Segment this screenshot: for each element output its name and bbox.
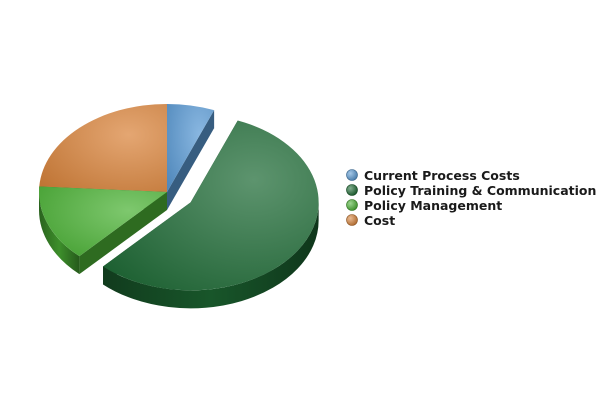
legend-item-policy-management[interactable]: Policy Management [346, 198, 503, 213]
legend-marker-policy-management [346, 199, 358, 211]
legend-label-policy-management: Policy Management [364, 198, 502, 213]
slice-top-current-process-costs [167, 104, 215, 192]
slice-top-cost [39, 104, 167, 192]
slice-top-policy-management [39, 186, 168, 257]
legend-marker-cost [346, 214, 358, 226]
legend-label-policy-training-and-communication: Policy Training & Communication [364, 183, 596, 198]
slice-current-process-costs[interactable] [167, 104, 215, 210]
slice-policy-management[interactable] [39, 186, 168, 275]
slice-top-policy-training-and-communication [103, 120, 319, 291]
legend-item-policy-training-and-communication[interactable]: Policy Training & Communication [346, 183, 597, 198]
slice-wall-policy-management-0 [79, 192, 167, 275]
legend-marker-current-process-costs [346, 169, 358, 181]
legend-item-current-process-costs[interactable]: Current Process Costs [346, 168, 520, 183]
slice-policy-training-and-communication[interactable] [103, 120, 319, 309]
legend-item-cost[interactable]: Cost [346, 213, 396, 228]
legend-marker-policy-training-and-communication [346, 184, 358, 196]
legend-label-cost: Cost [364, 213, 395, 228]
legend-label-current-process-costs: Current Process Costs [364, 168, 520, 183]
slice-wall-current-process-costs-1 [167, 110, 215, 210]
pie-group [39, 104, 319, 309]
slice-rim-policy-management [39, 192, 80, 275]
slice-rim-policy-training-and-communication [103, 202, 319, 309]
